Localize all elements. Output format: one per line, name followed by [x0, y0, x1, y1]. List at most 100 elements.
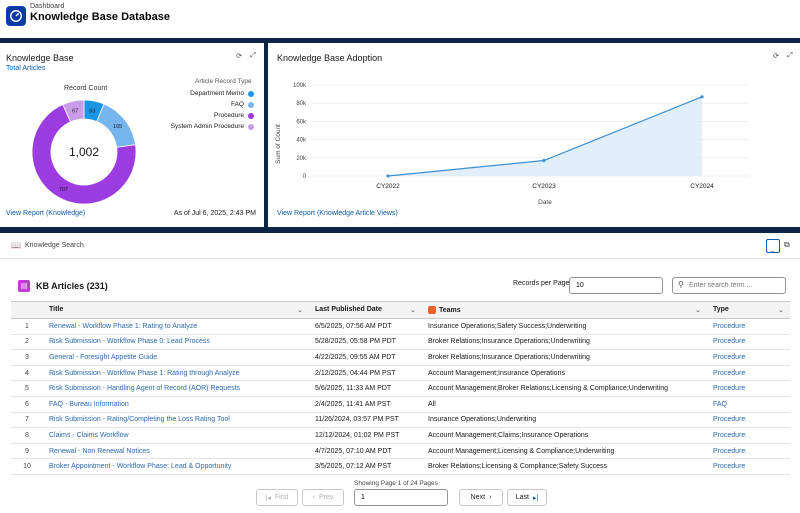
column-header-last-published-date[interactable]: Last Published Date ⌄ [309, 301, 422, 319]
legend-item-system-admin-procedure[interactable]: System Admin Procedure [171, 123, 254, 130]
article-type-link[interactable]: Procedure [707, 318, 790, 335]
article-type-link[interactable]: Procedure [707, 427, 790, 444]
table-row[interactable]: 7 Risk Submission - Rating/Completing the… [11, 412, 790, 429]
legend-dot [248, 112, 254, 119]
article-title-link[interactable]: FAQ - Bureau Information [43, 396, 309, 413]
prev-page-button[interactable]: ‹ Prev [302, 489, 344, 506]
article-type-link[interactable]: Procedure [707, 334, 790, 351]
teams-cell: Insurance Operations;Underwriting [422, 412, 707, 429]
article-type-link[interactable]: Procedure [707, 349, 790, 366]
refresh-icon[interactable]: ⟳ [236, 53, 242, 60]
kb-articles-title: KB Articles (231) [36, 281, 108, 291]
last-published-date: 3/5/2025, 07:12 AM PST [309, 458, 422, 475]
article-title-link[interactable]: General - Foresight Appetite Guide [43, 349, 309, 366]
row-number: 3 [11, 349, 43, 366]
view-report-adoption-link[interactable]: View Report (Knowledge Article Views) [277, 210, 398, 217]
table-row[interactable]: 10 Broker Appointment - Workflow Phase: L… [11, 458, 790, 475]
row-number: 10 [11, 458, 43, 475]
teams-cell: Account Management;Claims;Insurance Oper… [422, 427, 707, 444]
refresh-icon[interactable]: ⟳ [773, 53, 779, 60]
donut-slice-system-admin-procedure[interactable] [62, 99, 85, 123]
article-title-link[interactable]: Broker Appointment - Workflow Phase: Lea… [43, 458, 309, 475]
legend-item-procedure[interactable]: Procedure [214, 112, 254, 119]
teams-cell: Insurance Operations;Safety Success;Unde… [422, 318, 707, 335]
data-point-cy2023[interactable] [542, 158, 546, 163]
y-tick-label: 100k [293, 83, 307, 89]
column-header-type[interactable]: Type ⌄ [707, 301, 790, 319]
chevron-left-icon: ‹ [312, 494, 315, 501]
table-row[interactable]: 8 Claims - Claims Workflow 12/12/2024, 01:… [11, 427, 790, 444]
article-title-link[interactable]: Risk Submission - Workflow Phase 0: Lead… [43, 334, 309, 351]
legend-dot [248, 101, 254, 108]
knowledge-base-adoption-card: Knowledge Base Adoption ⟳ ⤢ 0 20k 40k 60k 80… [268, 43, 800, 227]
data-point-cy2024[interactable] [700, 95, 704, 99]
page-number-input[interactable] [354, 489, 448, 506]
row-number: 6 [11, 396, 43, 413]
last-page-button[interactable]: Last ▸| [507, 489, 547, 506]
adoption-card-title: Knowledge Base Adoption [277, 53, 383, 63]
article-title-link[interactable]: Claims - Claims Workflow [43, 427, 309, 444]
chevron-down-icon: ⌄ [297, 307, 303, 314]
row-number: 7 [11, 412, 43, 429]
last-published-date: 2/4/2025, 11:41 AM PST [309, 396, 422, 413]
table-row[interactable]: 3 General - Foresight Appetite Guide 4/22/… [11, 349, 790, 366]
kb-card-title: Knowledge Base [6, 53, 74, 63]
donut-chart: 63 165 707 67 1,002 [31, 99, 137, 205]
first-page-button[interactable]: |◂ First [256, 489, 298, 506]
next-page-button[interactable]: Next › [459, 489, 503, 506]
table-row[interactable]: 2 Risk Submission - Workflow Phase 0: Lea… [11, 334, 790, 351]
legend-title: Article Record Type [195, 78, 252, 85]
last-page-icon: ▸| [532, 494, 539, 502]
table-row[interactable]: 4 Risk Submission - Workflow Phase 1: Rat… [11, 365, 790, 382]
article-title-link[interactable]: Renewal - Non Renewal Notices [43, 443, 309, 460]
article-type-link[interactable]: Procedure [707, 365, 790, 382]
table-row[interactable]: 6 FAQ - Bureau Information 2/4/2025, 11:41… [11, 396, 790, 413]
search-input-wrapper[interactable]: ⚲ [672, 277, 786, 294]
search-input[interactable] [689, 280, 783, 291]
expand-icon[interactable]: ⤢ [250, 52, 256, 59]
donut-slice-label: 165 [113, 124, 122, 130]
book-icon: 📖 [11, 241, 21, 250]
kb-articles-table: Title ⌄ Last Published Date ⌄ Teams ⌄ Type ⌄… [11, 301, 790, 475]
chevron-down-icon: ⌄ [778, 307, 784, 314]
kb-card-subtitle[interactable]: Total Articles [6, 65, 46, 72]
chevron-down-icon: ⌄ [695, 307, 701, 314]
article-title-link[interactable]: Risk Submission - Rating/Completing the … [43, 412, 309, 429]
breadcrumb[interactable]: Dashboard [30, 3, 65, 10]
view-report-knowledge-link[interactable]: View Report (Knowledge) [6, 210, 86, 217]
table-row[interactable]: 5 Risk Submission - Handling Agent of Rec… [11, 380, 790, 397]
teams-cell: All [422, 396, 707, 413]
data-point-cy2022[interactable] [386, 174, 390, 178]
article-type-link[interactable]: FAQ [707, 396, 790, 413]
last-published-date: 4/22/2025, 09:55 AM PDT [309, 349, 422, 366]
column-header-teams[interactable]: Teams ⌄ [422, 301, 707, 319]
legend-item-department-memo[interactable]: Department Memo [190, 90, 254, 97]
article-type-link[interactable]: Procedure [707, 380, 790, 397]
legend-item-faq[interactable]: FAQ [231, 101, 254, 108]
teams-cell: Broker Relations;Insurance Operations;Un… [422, 349, 707, 366]
donut-slice-procedure[interactable] [31, 103, 137, 205]
minimize-button[interactable]: _ [766, 239, 780, 253]
legend: Department Memo FAQ Procedure System Adm… [150, 90, 254, 140]
teams-cell: Account Management;Licensing & Complianc… [422, 443, 707, 460]
search-icon: ⚲ [678, 280, 684, 289]
donut-slice-label: 67 [72, 108, 78, 114]
as-of-timestamp: As of Jul 6, 2025, 2:43 PM [173, 210, 256, 217]
row-number: 4 [11, 365, 43, 382]
records-per-page-input[interactable] [569, 277, 663, 294]
teams-cell: Account Management;Broker Relations;Lice… [422, 380, 707, 397]
table-row[interactable]: 9 Renewal - Non Renewal Notices 4/7/2025, … [11, 443, 790, 460]
expand-icon[interactable]: ⤢ [787, 52, 793, 59]
y-tick-label: 60k [296, 119, 307, 125]
table-row[interactable]: 1 Renewal - Workflow Phase 1: Rating to A… [11, 318, 790, 335]
column-header-title[interactable]: Title ⌄ [43, 301, 309, 319]
chevron-down-icon: ⌄ [410, 307, 416, 314]
article-type-link[interactable]: Procedure [707, 458, 790, 475]
article-title-link[interactable]: Risk Submission - Handling Agent of Reco… [43, 380, 309, 397]
record-count-label: Record Count [64, 85, 108, 92]
article-type-link[interactable]: Procedure [707, 412, 790, 429]
article-title-link[interactable]: Risk Submission - Workflow Phase 1: Rati… [43, 365, 309, 382]
article-type-link[interactable]: Procedure [707, 443, 790, 460]
article-title-link[interactable]: Renewal - Workflow Phase 1: Rating to An… [43, 318, 309, 335]
popout-icon[interactable]: ⧉ [784, 240, 790, 249]
